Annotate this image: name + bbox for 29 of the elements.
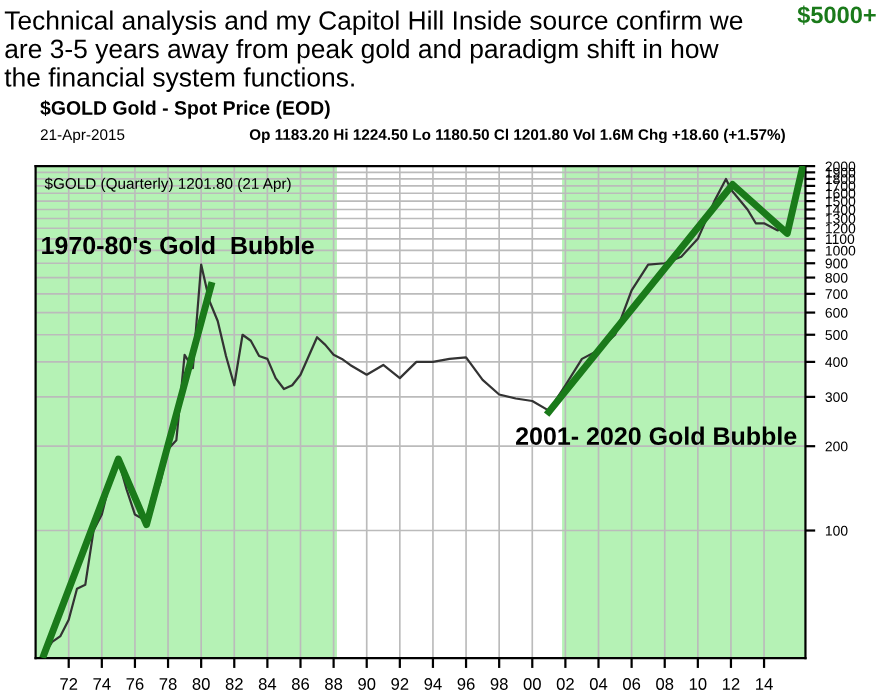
x-tick-label: 10 xyxy=(689,678,707,690)
x-tick-label: 04 xyxy=(589,678,608,690)
text: $5000+ xyxy=(797,5,876,25)
band-label: 2001- 2020 Gold Bubble xyxy=(516,426,797,445)
chart-title: Technical analysis and my Capitol Hill Inside source confirm we are 3-5 years away from peak gold and paradigm shift in how the financial system functions. xyxy=(4,10,743,92)
x-tick-label: 98 xyxy=(490,678,508,690)
x-tick-label: 80 xyxy=(192,678,210,690)
x-tick-label: 90 xyxy=(358,678,376,690)
line-series xyxy=(545,166,806,416)
x-tick-label: 00 xyxy=(523,678,541,690)
x-tick-label: 78 xyxy=(159,678,177,690)
x-tick-label: 86 xyxy=(291,678,310,690)
band-label: 1970-80's Gold Bubble xyxy=(42,235,314,255)
x-tick-label: 82 xyxy=(225,678,243,690)
x-tick-label: 76 xyxy=(126,678,144,690)
x-tick-label: 08 xyxy=(656,678,674,690)
x-tick-label: 88 xyxy=(325,678,343,690)
x-tick-label: 96 xyxy=(457,678,475,690)
x-tick-label: 74 xyxy=(93,678,111,690)
x-tick-label: 02 xyxy=(556,678,574,690)
line-series xyxy=(40,281,215,659)
x-tick-label: 94 xyxy=(424,678,442,690)
x-tick-label: 06 xyxy=(623,678,641,690)
x-tick-label: 12 xyxy=(722,678,740,690)
x-tick-label: 72 xyxy=(60,678,78,690)
x-tick-label: 84 xyxy=(258,678,277,690)
text: $GOLD Gold - Spot Price (EOD) xyxy=(40,100,330,119)
x-tick-label: 14 xyxy=(756,678,773,690)
x-tick-label: 92 xyxy=(391,678,409,690)
